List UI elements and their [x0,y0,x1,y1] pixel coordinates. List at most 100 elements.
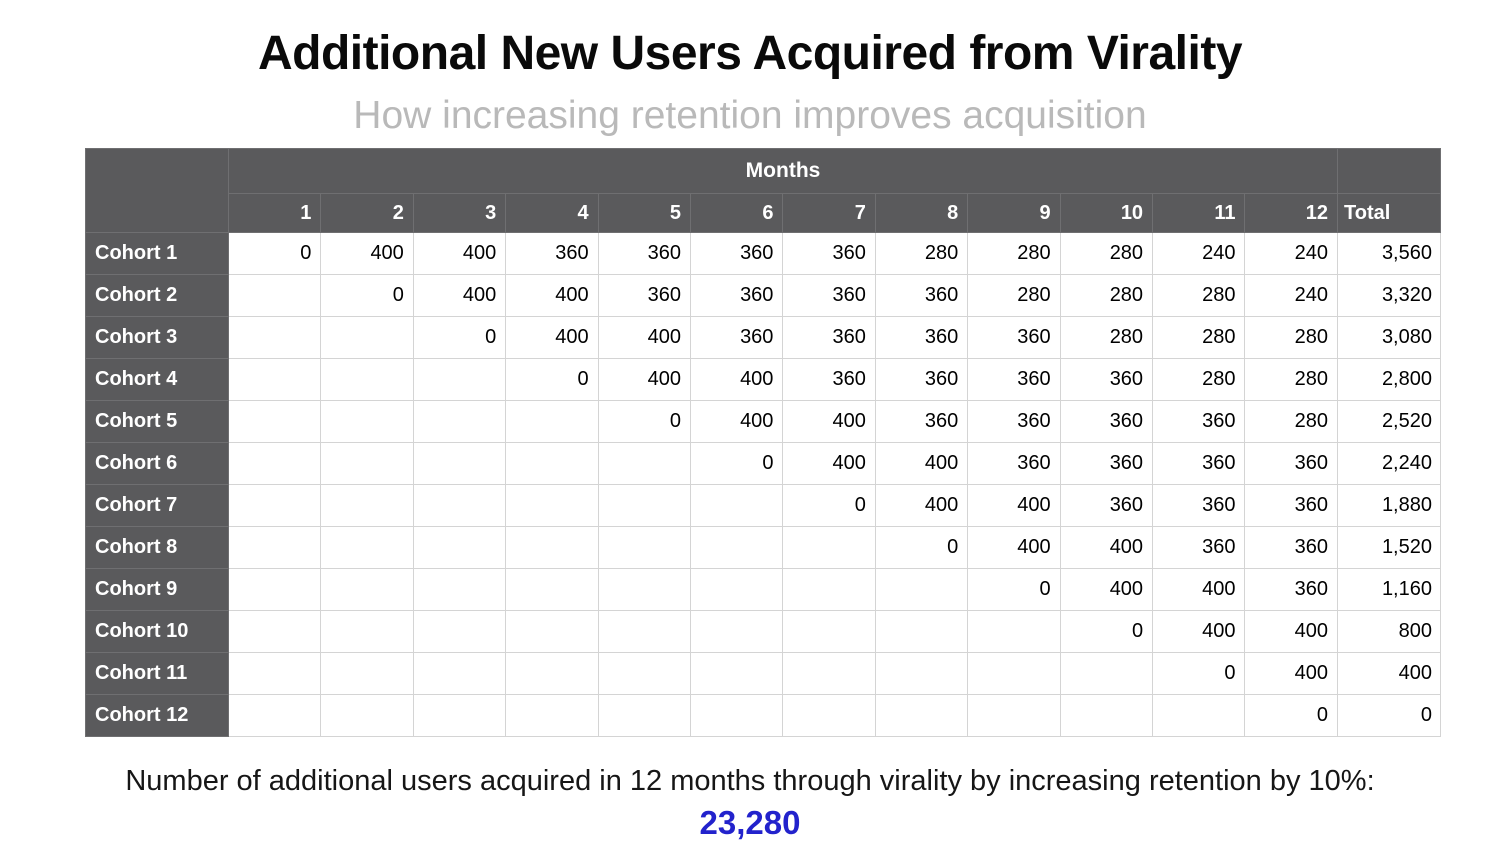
data-cell: 0 [1244,694,1338,737]
data-cell: 0 [412,316,507,359]
corner-cell [85,148,229,233]
data-cell [782,652,876,695]
data-cell: 280 [1059,232,1154,275]
data-cell [320,442,414,485]
data-cell: 360 [1244,526,1338,569]
row-label: Cohort 10 [85,610,229,653]
cohort-row: Cohort 10 0 400 400 800 [85,610,1441,653]
data-cell: 280 [1059,316,1154,359]
data-cell: 400 [1244,652,1338,695]
data-cell [227,610,322,653]
month-column-header: 6 [690,193,784,233]
row-total: 800 [1337,610,1441,653]
data-cell: 400 [782,442,876,485]
data-cell [412,568,507,611]
cohort-month-table: Months 1 2 3 4 5 6 7 8 9 10 11 12 Total Cohort 1 0 400… [85,148,1441,737]
data-cell: 400 [412,274,507,317]
data-cell [782,568,876,611]
data-cell [505,400,599,443]
row-label: Cohort 8 [85,526,229,569]
data-cell: 360 [1152,400,1246,443]
cohort-row: Cohort 1 0 400 400 360 360 360 360 280 280 280 240 2… [85,232,1441,275]
data-cell [227,484,322,527]
data-cell [690,694,784,737]
month-column-header: 4 [505,193,599,233]
cohort-row: Cohort 3 0 400 400 360 360 360 360 280 280 280 3,08… [85,316,1441,359]
row-total: 2,240 [1337,442,1441,485]
data-cell: 400 [1152,568,1246,611]
data-cell: 360 [967,442,1061,485]
cohort-row: Cohort 9 0 400 400 360 1,160 [85,568,1441,611]
data-cell: 400 [874,442,969,485]
data-cell: 360 [782,358,876,401]
data-cell [227,526,322,569]
month-column-header: 9 [967,193,1061,233]
data-cell: 400 [690,400,784,443]
data-cell: 280 [874,232,969,275]
page-title: Additional New Users Acquired from Viral… [257,27,1243,80]
data-cell [597,652,692,695]
data-cell: 0 [874,526,969,569]
data-cell: 360 [1059,442,1154,485]
data-cell: 360 [1244,442,1338,485]
data-cell [1152,694,1246,737]
data-cell: 360 [1152,484,1246,527]
data-cell [1059,694,1154,737]
month-column-header: 8 [874,193,969,233]
data-cell: 400 [597,316,692,359]
row-total: 1,880 [1337,484,1441,527]
cohort-row: Cohort 12 0 0 [85,694,1441,737]
data-cell [227,652,322,695]
data-cell: 360 [597,274,692,317]
data-cell: 360 [874,400,969,443]
data-cell [505,568,599,611]
data-cell: 0 [967,568,1061,611]
data-cell: 360 [690,274,784,317]
data-cell [874,694,969,737]
data-cell: 400 [782,400,876,443]
data-cell: 0 [505,358,599,401]
highlight-number: 23,280 [699,804,801,841]
data-cell [1059,652,1154,695]
data-cell: 360 [967,400,1061,443]
month-column-header: 7 [782,193,876,233]
cohort-row: Cohort 4 0 400 400 360 360 360 360 280 280 2,800 [85,358,1441,401]
data-cell [227,442,322,485]
month-column-header: 3 [412,193,507,233]
data-cell [967,652,1061,695]
data-cell: 400 [412,232,507,275]
data-cell: 360 [1152,526,1246,569]
data-cell [874,610,969,653]
data-cell: 0 [597,400,692,443]
data-cell [227,694,322,737]
data-cell [320,694,414,737]
data-cell [782,694,876,737]
data-cell: 360 [1059,358,1154,401]
month-numbers-row: 1 2 3 4 5 6 7 8 9 10 11 12 Total [86,193,1441,233]
row-label: Cohort 9 [85,568,229,611]
data-cell: 360 [874,358,969,401]
data-cell: 0 [1059,610,1154,653]
data-cell: 360 [597,232,692,275]
data-cell: 400 [1244,610,1338,653]
data-cell [412,610,507,653]
row-total: 3,320 [1337,274,1441,317]
data-cell: 280 [1152,358,1246,401]
data-cell: 280 [1059,274,1154,317]
total-header-spacer [1337,148,1441,194]
row-label: Cohort 1 [85,232,229,275]
data-cell [597,484,692,527]
row-total: 1,160 [1337,568,1441,611]
cohort-row: Cohort 6 0 400 400 360 360 360 360 2,240 [85,442,1441,485]
data-cell: 400 [690,358,784,401]
data-cell [227,568,322,611]
row-label: Cohort 11 [85,652,229,695]
data-cell: 360 [782,232,876,275]
data-cell: 240 [1244,274,1338,317]
data-cell: 360 [967,358,1061,401]
row-label: Cohort 5 [85,400,229,443]
month-column-header: 1 [227,193,322,233]
data-cell [505,694,599,737]
month-column-header: 2 [320,193,414,233]
data-cell: 360 [1152,442,1246,485]
